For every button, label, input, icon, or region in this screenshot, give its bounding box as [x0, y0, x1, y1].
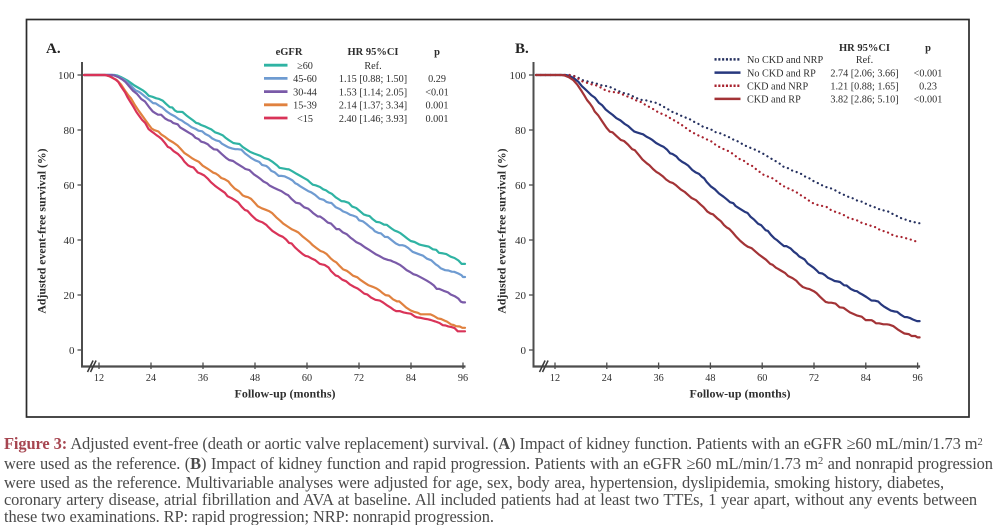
- svg-text:24: 24: [146, 373, 156, 384]
- svg-text:<0.001: <0.001: [914, 95, 943, 106]
- svg-text:48: 48: [705, 373, 715, 384]
- svg-text:60: 60: [515, 180, 527, 192]
- svg-text:60: 60: [64, 180, 76, 192]
- svg-text:84: 84: [406, 373, 416, 384]
- svg-text:≥60: ≥60: [297, 61, 313, 72]
- svg-text:3.82 [2.86; 5.10]: 3.82 [2.86; 5.10]: [830, 95, 898, 106]
- svg-text:0.001: 0.001: [426, 114, 449, 125]
- svg-text:96: 96: [913, 373, 923, 384]
- svg-text:20: 20: [515, 290, 527, 302]
- svg-text:36: 36: [198, 373, 208, 384]
- svg-text:1.53 [1.14; 2.05]: 1.53 [1.14; 2.05]: [339, 87, 407, 98]
- svg-text:24: 24: [602, 373, 612, 384]
- svg-text:12: 12: [94, 373, 104, 384]
- svg-text:12: 12: [550, 373, 560, 384]
- svg-text:1.15 [0.88; 1.50]: 1.15 [0.88; 1.50]: [339, 74, 407, 85]
- svg-text:2.40 [1.46; 3.93]: 2.40 [1.46; 3.93]: [339, 114, 407, 125]
- svg-text:Adjusted event-free survival (: Adjusted event-free survival (%): [495, 148, 509, 313]
- svg-text:100: 100: [510, 70, 527, 82]
- svg-text:Ref.: Ref.: [856, 55, 873, 66]
- svg-text:Follow-up (months): Follow-up (months): [234, 387, 335, 401]
- svg-text:40: 40: [64, 235, 76, 247]
- svg-text:60: 60: [757, 373, 767, 384]
- svg-text:<0.01: <0.01: [425, 87, 449, 98]
- svg-text:0.29: 0.29: [428, 74, 446, 85]
- svg-text:p: p: [434, 47, 440, 58]
- svg-text:Ref.: Ref.: [364, 61, 381, 72]
- svg-text:<0.001: <0.001: [914, 68, 943, 79]
- svg-text:p: p: [925, 43, 931, 54]
- svg-text:A.: A.: [46, 41, 61, 57]
- svg-text:<15: <15: [297, 114, 313, 125]
- svg-text:2.14 [1.37; 3.34]: 2.14 [1.37; 3.34]: [339, 101, 407, 112]
- svg-text:60: 60: [302, 373, 312, 384]
- svg-text:0: 0: [69, 345, 75, 357]
- svg-text:CKD and NRP: CKD and NRP: [747, 82, 808, 93]
- svg-text:80: 80: [64, 125, 76, 137]
- svg-text:No CKD and RP: No CKD and RP: [747, 68, 816, 79]
- svg-text:100: 100: [58, 70, 75, 82]
- svg-text:B.: B.: [515, 41, 529, 57]
- svg-text:72: 72: [809, 373, 819, 384]
- svg-text:20: 20: [64, 290, 76, 302]
- svg-text:72: 72: [354, 373, 364, 384]
- svg-text:No CKD and NRP: No CKD and NRP: [747, 55, 823, 66]
- svg-text:40: 40: [515, 235, 527, 247]
- svg-text:84: 84: [861, 373, 871, 384]
- svg-text:15-39: 15-39: [293, 101, 317, 112]
- svg-text:HR 95%CI: HR 95%CI: [839, 43, 890, 54]
- svg-text:Follow-up (months): Follow-up (months): [689, 387, 790, 401]
- svg-text:0.001: 0.001: [426, 101, 449, 112]
- svg-text:Adjusted event-free survival (: Adjusted event-free survival (%): [35, 148, 49, 313]
- svg-text:0.23: 0.23: [919, 82, 937, 93]
- svg-text:0: 0: [521, 345, 527, 357]
- svg-text:96: 96: [458, 373, 468, 384]
- svg-text:eGFR: eGFR: [276, 47, 303, 58]
- svg-text:48: 48: [250, 373, 260, 384]
- svg-text:30-44: 30-44: [293, 87, 317, 98]
- svg-text:80: 80: [515, 125, 527, 137]
- svg-text:2.74 [2.06; 3.66]: 2.74 [2.06; 3.66]: [830, 68, 898, 79]
- svg-text:45-60: 45-60: [293, 74, 317, 85]
- svg-text:HR 95%CI: HR 95%CI: [347, 47, 398, 58]
- svg-text:CKD and RP: CKD and RP: [747, 95, 801, 106]
- svg-text:36: 36: [654, 373, 664, 384]
- svg-text:1.21 [0.88; 1.65]: 1.21 [0.88; 1.65]: [830, 82, 898, 93]
